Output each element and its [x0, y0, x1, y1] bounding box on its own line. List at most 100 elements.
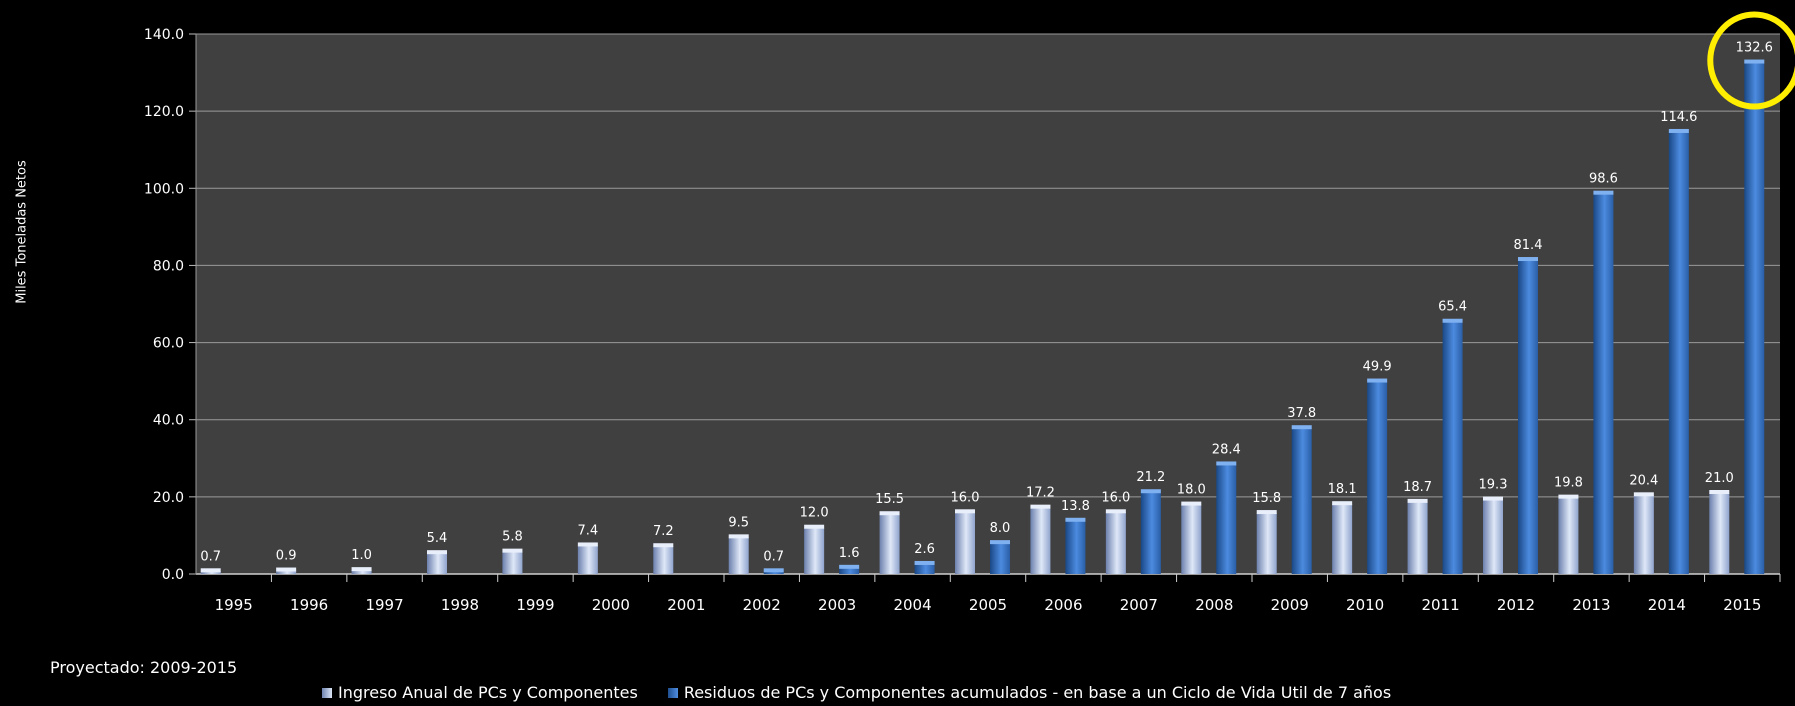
bar-cap — [427, 550, 447, 555]
data-label: 114.6 — [1660, 110, 1697, 125]
bar-ingreso — [1105, 512, 1126, 574]
x-tick-label: 1998 — [441, 596, 479, 614]
bar-residuos — [1291, 428, 1312, 574]
data-label: 21.0 — [1705, 471, 1734, 486]
bar-cap — [990, 540, 1010, 545]
x-tick-label: 2008 — [1195, 596, 1233, 614]
bar-residuos — [1668, 131, 1689, 574]
bar-cap — [839, 564, 860, 569]
data-label: 16.0 — [1101, 490, 1130, 505]
data-label: 13.8 — [1061, 499, 1090, 514]
bar-residuos — [1593, 193, 1614, 574]
bar-cap — [1483, 496, 1503, 501]
x-tick-label: 2014 — [1648, 596, 1686, 614]
bar-cap — [1558, 494, 1579, 499]
data-label: 12.0 — [800, 506, 829, 521]
bar-residuos — [763, 571, 784, 574]
bar-ingreso — [653, 546, 674, 574]
bar-residuos — [1744, 62, 1765, 575]
bar-residuos — [990, 543, 1010, 574]
y-axis-label: Miles Toneladas Netos — [14, 160, 30, 304]
bar-cap — [200, 568, 221, 573]
bar-cap — [1593, 190, 1614, 195]
x-tick-label: 2007 — [1120, 596, 1158, 614]
bar-residuos — [839, 567, 860, 574]
x-tick-label: 2009 — [1271, 596, 1309, 614]
x-tick-label: 1999 — [516, 596, 554, 614]
data-label: 19.8 — [1554, 476, 1583, 491]
data-label: 16.0 — [951, 490, 980, 505]
data-label: 7.4 — [578, 523, 599, 538]
x-tick-label: 2015 — [1723, 596, 1761, 614]
x-tick-label: 2003 — [818, 596, 856, 614]
data-label: 28.4 — [1212, 442, 1241, 457]
data-label: 21.2 — [1136, 470, 1165, 485]
bar-cap — [1633, 492, 1654, 497]
bar-residuos — [1140, 492, 1161, 574]
bar-residuos — [1442, 321, 1463, 574]
data-label: 18.1 — [1328, 482, 1357, 497]
plot-area — [196, 34, 1780, 574]
x-tick-label: 2013 — [1572, 596, 1610, 614]
data-label: 20.4 — [1629, 473, 1658, 488]
bar-ingreso — [728, 537, 749, 574]
bar-cap — [728, 534, 749, 539]
data-label: 2.6 — [914, 542, 935, 557]
bar-cap — [1709, 490, 1730, 494]
data-label: 98.6 — [1589, 172, 1618, 187]
bar-cap — [1442, 318, 1463, 323]
bar-ingreso — [351, 570, 372, 574]
y-tick-label: 40.0 — [153, 413, 184, 429]
data-label: 18.7 — [1403, 480, 1432, 495]
data-label: 15.5 — [875, 492, 904, 507]
bar-cap — [1105, 509, 1126, 514]
legend-item-residuos: Residuos de PCs y Componentes acumulados… — [667, 683, 1392, 702]
bar-ingreso — [1483, 499, 1503, 574]
bar-cap — [1065, 517, 1086, 522]
x-tick-label: 1996 — [290, 596, 328, 614]
bar-cap — [502, 548, 523, 553]
legend-item-ingreso: Ingreso Anual de PCs y Componentes — [322, 683, 638, 702]
bar-cap — [1367, 378, 1388, 383]
x-tick-label: 2012 — [1497, 596, 1535, 614]
data-label: 1.6 — [839, 546, 860, 561]
bar-cap — [1216, 461, 1237, 466]
bar-ingreso — [1181, 504, 1202, 574]
data-label: 9.5 — [728, 515, 749, 530]
bar-cap — [577, 542, 598, 547]
bar-ingreso — [276, 570, 297, 574]
bar-residuos — [914, 563, 935, 574]
bar-residuos — [1065, 520, 1086, 574]
data-label: 0.7 — [200, 549, 221, 564]
projection-note: Proyectado: 2009-2015 — [50, 658, 238, 677]
bar-ingreso — [1256, 513, 1277, 574]
bar-residuos — [1216, 464, 1237, 574]
data-label: 1.0 — [351, 548, 372, 563]
bar-cap — [914, 560, 935, 565]
bar-cap — [1744, 59, 1765, 64]
x-tick-label: 1997 — [365, 596, 403, 614]
bar-cap — [653, 543, 674, 548]
bar-residuos — [1518, 260, 1538, 574]
bar-cap — [351, 567, 372, 572]
bar-cap — [1140, 489, 1161, 494]
bar-cap — [1181, 501, 1202, 506]
bar-ingreso — [955, 512, 975, 574]
legend-swatch-residuos — [667, 687, 678, 698]
y-tick-label: 140.0 — [144, 27, 184, 43]
x-tick-label: 2001 — [667, 596, 705, 614]
legend: Ingreso Anual de PCs y Componentes Resid… — [322, 683, 1391, 702]
bar-ingreso — [804, 527, 825, 574]
x-tick-label: 2006 — [1044, 596, 1082, 614]
bar-cap — [1030, 504, 1051, 509]
bar-cap — [1332, 501, 1353, 506]
legend-label-residuos: Residuos de PCs y Componentes acumulados… — [683, 683, 1392, 702]
bar-ingreso — [200, 571, 221, 574]
data-label: 132.6 — [1736, 41, 1773, 56]
bar-ingreso — [577, 545, 598, 574]
y-tick-label: 100.0 — [144, 181, 184, 197]
y-tick-label: 20.0 — [153, 490, 184, 506]
x-tick-label: 2010 — [1346, 596, 1384, 614]
data-label: 8.0 — [990, 521, 1011, 536]
data-label: 5.8 — [502, 530, 523, 545]
